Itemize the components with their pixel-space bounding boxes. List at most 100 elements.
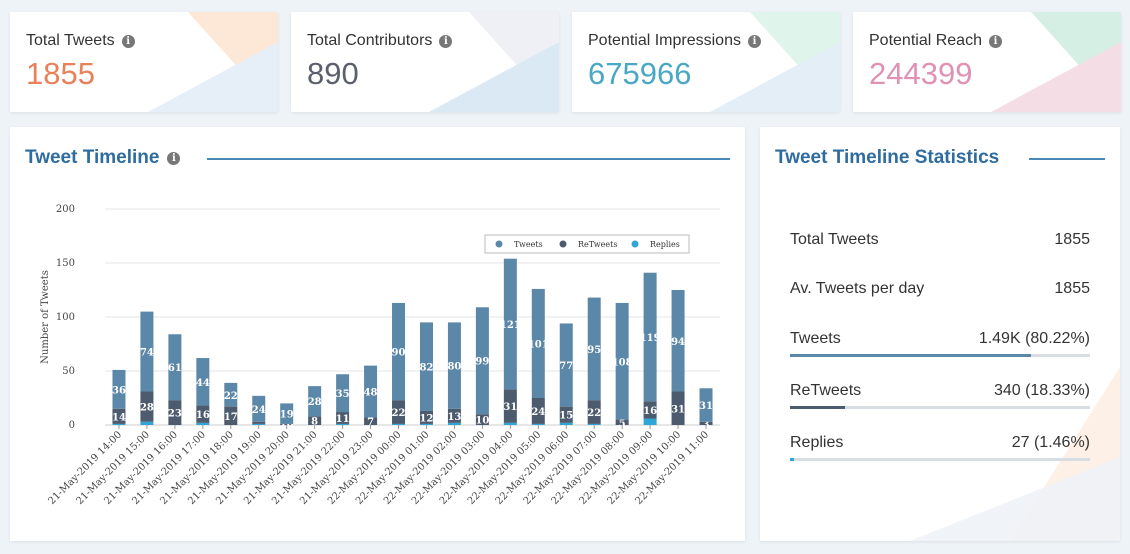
bar-tweets	[168, 334, 182, 401]
data-label: 90	[392, 348, 406, 359]
bar-replies	[587, 423, 601, 425]
bar-replies	[196, 422, 210, 425]
bar-tweets	[364, 365, 378, 418]
data-label: 99	[475, 357, 489, 368]
y-tick-label: 100	[56, 312, 75, 323]
data-label: 22	[224, 391, 238, 402]
data-label: 61	[168, 363, 182, 374]
bar-replies	[643, 418, 657, 425]
data-label: 24	[531, 407, 545, 418]
bar-tweets	[447, 322, 461, 409]
data-label: 8	[311, 417, 318, 428]
legend-marker	[631, 240, 639, 248]
bar-retweets	[280, 423, 294, 425]
bar-tweets	[112, 369, 126, 409]
data-label: 11	[336, 414, 350, 425]
data-label: 16	[643, 406, 657, 417]
stat-label: Potential Impressions	[588, 32, 741, 49]
tweets-progress-fill	[790, 354, 1031, 357]
data-label: 95	[587, 345, 601, 356]
bar-replies	[252, 423, 266, 425]
bar-tweets	[671, 290, 685, 392]
row-label: Replies	[790, 434, 844, 451]
data-label: 10	[475, 416, 489, 427]
bar-tweets	[615, 302, 629, 420]
data-label: 48	[364, 388, 378, 399]
y-tick-label: 50	[62, 366, 75, 377]
stat-value: 244399	[869, 56, 973, 91]
row-value: 1855	[1054, 231, 1090, 248]
data-label: 19	[280, 410, 294, 421]
data-label: 16	[196, 410, 210, 421]
bar-retweets	[308, 416, 322, 425]
legend-box	[484, 234, 690, 254]
data-label: 36	[112, 385, 126, 396]
data-label: 13	[447, 412, 461, 423]
data-label: 3	[703, 419, 710, 430]
replies-progress-fill	[790, 458, 795, 461]
bar-retweets	[392, 400, 406, 424]
card-decoration	[429, 12, 559, 112]
data-label: 23	[168, 409, 182, 420]
bar-retweets	[475, 414, 489, 425]
bar-retweets	[364, 417, 378, 425]
retweets-progress-fill	[790, 406, 845, 409]
row-value: 1.49K (80.22%)	[978, 330, 1090, 347]
data-label: 31	[671, 404, 685, 415]
stat-card-total-tweets: Total Tweets i 1855	[10, 12, 278, 112]
bar-tweets	[643, 272, 657, 402]
tweet-timeline-statistics-panel: Tweet Timeline Statistics Total Tweets 1…	[760, 127, 1120, 541]
bar-tweets	[336, 374, 350, 413]
bar-retweets	[671, 391, 685, 425]
bar-tweets	[419, 322, 433, 411]
bar-retweets	[196, 405, 210, 423]
bar-replies	[531, 423, 545, 425]
bar-retweets	[140, 391, 154, 422]
data-label: 31	[503, 402, 517, 413]
bar-retweets	[503, 389, 517, 423]
y-tick-label: 200	[56, 204, 75, 215]
bar-tweets	[531, 288, 545, 398]
bar-replies	[447, 422, 461, 425]
bar-retweets	[559, 406, 573, 423]
bar-retweets	[447, 408, 461, 423]
info-icon[interactable]: i	[988, 34, 1002, 48]
info-icon[interactable]: i	[747, 34, 761, 48]
legend-marker	[495, 240, 503, 248]
legend-label: Tweets	[514, 240, 543, 249]
bar-tweets	[280, 403, 294, 424]
bar-replies	[503, 422, 517, 425]
bar-replies	[419, 423, 433, 425]
row-label: Tweets	[790, 330, 841, 347]
tweet-timeline-title: Tweet Timeline	[25, 147, 160, 168]
bar-replies	[140, 421, 154, 425]
bar-replies	[112, 423, 126, 425]
stat-label: Total Tweets	[26, 32, 115, 49]
card-decoration	[148, 12, 278, 112]
bar-tweets	[559, 323, 573, 407]
y-tick-label: 0	[69, 420, 75, 431]
row-value: 1855	[1054, 280, 1090, 297]
data-label: 14	[112, 412, 126, 423]
bar-tweets	[475, 307, 489, 415]
panel-decoration	[910, 367, 1120, 541]
y-tick-label: 150	[56, 258, 75, 269]
bar-retweets	[699, 421, 713, 425]
data-label: 35	[336, 389, 350, 400]
info-icon[interactable]: i	[439, 34, 453, 48]
data-label: 28	[140, 403, 154, 414]
progress-track	[790, 406, 1090, 409]
row-label: Av. Tweets per day	[790, 280, 925, 297]
data-label: 108	[612, 357, 633, 368]
title-rule	[1029, 158, 1105, 160]
data-label: 31	[699, 401, 713, 412]
data-label: 15	[559, 411, 573, 422]
row-label: Total Tweets	[790, 231, 879, 248]
info-icon[interactable]: i	[167, 151, 181, 165]
progress-track	[790, 354, 1090, 357]
y-axis-label: Number of Tweets	[40, 270, 51, 364]
info-icon[interactable]: i	[121, 34, 135, 48]
bar-retweets	[419, 410, 433, 424]
row-value: 27 (1.46%)	[1011, 434, 1090, 451]
stat-label: Total Contributors	[307, 32, 433, 49]
